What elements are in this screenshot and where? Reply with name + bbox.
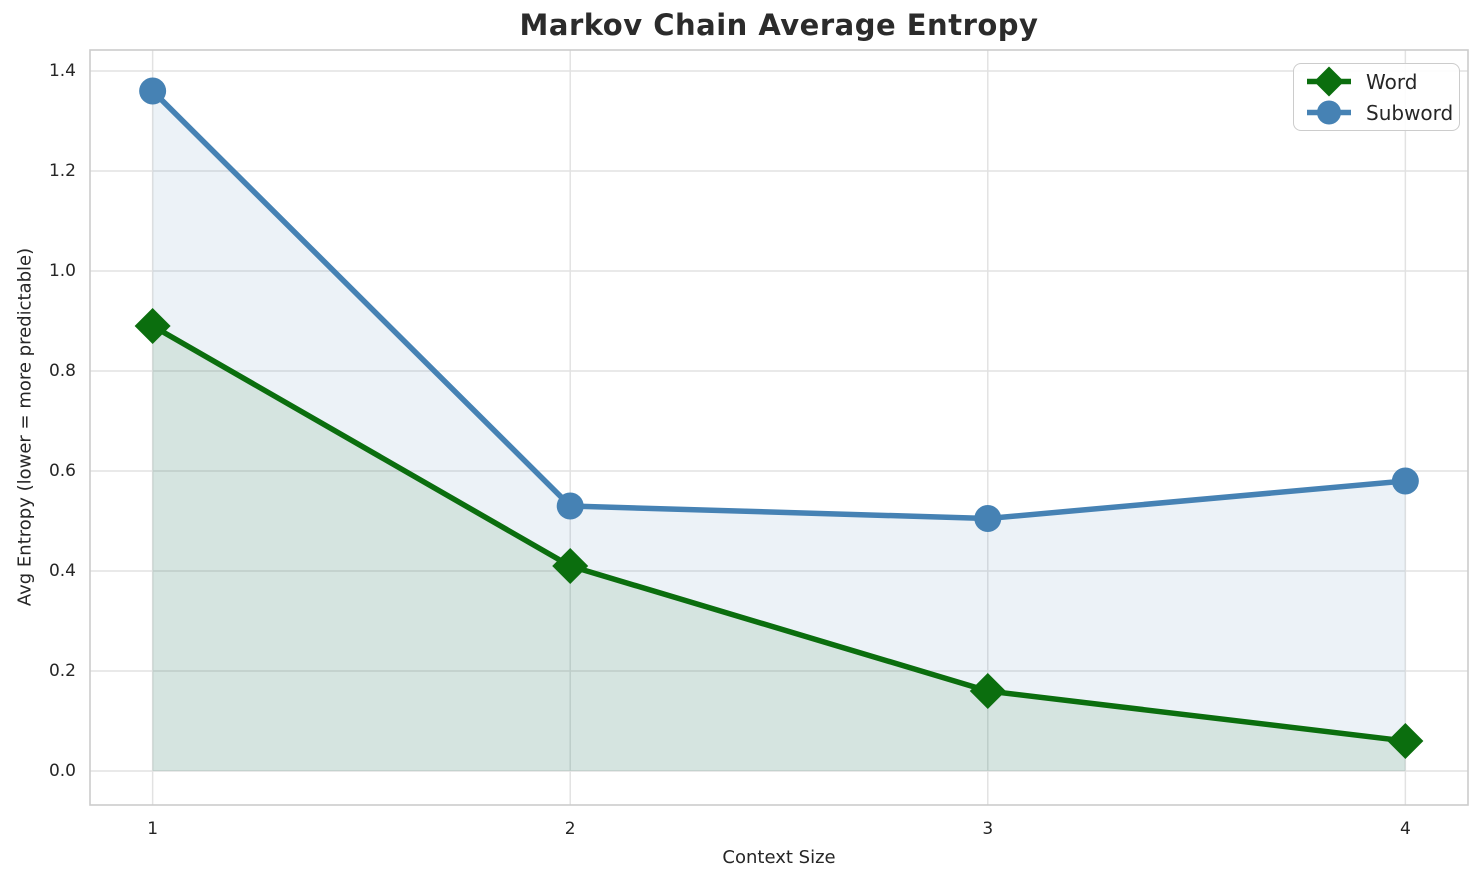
legend-label-word: Word [1366,69,1418,94]
y-tick-label: 0.2 [48,661,76,681]
y-tick-label: 0.6 [48,461,76,481]
legend-label-subword: Subword [1366,100,1454,125]
subword-legend-marker-icon [1307,100,1351,125]
y-tick-label: 1.0 [48,261,76,281]
subword-marker [1391,467,1419,495]
subword-area [152,91,1406,771]
word-legend-diamond-icon [1314,66,1344,97]
axes-border [89,49,1469,806]
subword-marker [139,77,167,105]
word-area [152,326,1406,771]
subword-line [149,88,1409,522]
legend: Word Subword [1293,63,1460,131]
subword-marker [974,505,1002,532]
x-tick-label: 1 [147,819,159,839]
x-tick-label: 4 [1399,819,1411,839]
chart-title: Markov Chain Average Entropy [519,8,1039,42]
y-axis-label: Avg Entropy (lower = more predictable) [14,247,36,607]
word-marker [969,673,1006,709]
word-line [149,323,1409,744]
legend-item-word: Word [1304,66,1449,97]
x-tick-label: 2 [564,819,576,839]
x-tick-label: 3 [982,819,994,839]
y-tick-label: 0.8 [48,361,76,381]
subword-legend-circle-icon [1317,100,1341,125]
word-marker [1387,723,1424,759]
word-marker [552,548,589,584]
x-axis-label: Context Size [722,847,836,868]
y-tick-label: 0.0 [48,761,76,781]
word-marker [134,308,171,344]
y-tick-label: 1.4 [48,61,76,81]
subword-marker [556,492,584,520]
y-tick-label: 1.2 [48,161,76,181]
word-legend-marker-icon [1307,66,1351,97]
legend-item-subword: Subword [1304,97,1453,128]
y-tick-label: 0.4 [48,561,76,581]
